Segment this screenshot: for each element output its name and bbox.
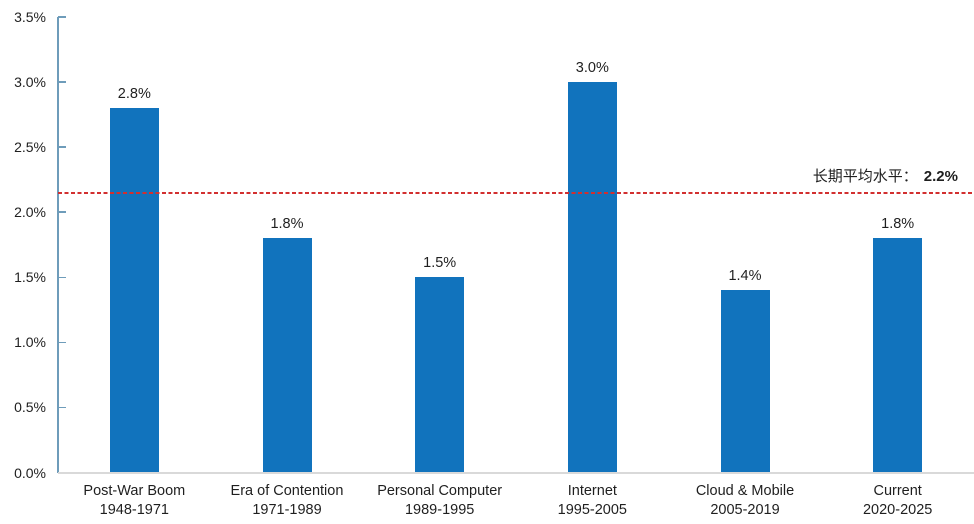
category-name: Internet (567, 483, 617, 499)
bar-value-label: 1.8% (881, 216, 915, 233)
bar-value-label: 2.8% (117, 86, 151, 103)
y-axis-tick-label: 3.5% (14, 9, 46, 25)
x-axis-line (58, 471, 974, 474)
average-reference-label-text: 长期平均水平： (812, 168, 918, 185)
bar (720, 290, 770, 473)
average-reference-label-value: 2.2% (923, 168, 958, 185)
bar-value-label: 1.4% (728, 268, 762, 285)
y-axis-tick (58, 146, 66, 148)
y-axis-tick (58, 211, 66, 213)
y-axis-tick-label: 0.5% (14, 399, 46, 416)
y-axis-tick (58, 81, 66, 83)
bar (109, 108, 159, 473)
category-years: 1995-2005 (557, 502, 627, 518)
y-axis-tick (58, 16, 66, 18)
category-years: 1971-1989 (252, 502, 322, 518)
y-axis-tick-label: 3.0% (14, 74, 46, 91)
x-axis-category-label: Era of Contention 1971-1989 (211, 482, 364, 520)
y-axis-tick-label: 1.0% (14, 334, 46, 351)
bar (873, 238, 923, 473)
y-axis-tick-label: 1.5% (14, 269, 46, 286)
category-name: Post-War Boom (83, 483, 186, 499)
y-axis-tick-label: 0.0% (14, 464, 46, 481)
category-name: Cloud & Mobile (695, 483, 795, 499)
bar-value-label: 1.8% (270, 216, 304, 233)
y-axis-tick (58, 341, 66, 344)
y-axis-tick (58, 406, 66, 409)
x-axis-category-label: Internet 1995-2005 (516, 482, 669, 520)
y-axis-line (57, 17, 59, 473)
y-axis-tick-label: 2.0% (14, 204, 46, 221)
y-axis-tick (58, 276, 66, 279)
category-years: 1989-1995 (404, 502, 475, 518)
category-years: 1948-1971 (99, 502, 169, 518)
category-years: 2020-2025 (862, 502, 933, 518)
x-axis-category-label: Cloud & Mobile 2005-2019 (669, 482, 822, 520)
y-axis-tick-label: 2.5% (14, 139, 46, 156)
x-axis-category-label: Post-War Boom 1948-1971 (58, 482, 211, 520)
average-reference-label: 长期平均水平： 2.2% (813, 166, 958, 187)
bar-value-label: 1.5% (423, 255, 457, 272)
bar (415, 277, 465, 473)
average-reference-dashed-line (58, 191, 974, 194)
bar (567, 82, 617, 473)
category-name: Personal Computer (377, 483, 503, 499)
category-years: 2005-2019 (710, 502, 780, 518)
x-axis-category-label: Personal Computer 1989-1995 (363, 482, 516, 520)
x-axis-category-label: Current 2020-2025 (821, 482, 974, 520)
category-name: Era of Contention (230, 483, 344, 499)
bar-value-label: 3.0% (575, 60, 609, 77)
category-name: Current (873, 483, 922, 499)
bar (262, 238, 312, 473)
